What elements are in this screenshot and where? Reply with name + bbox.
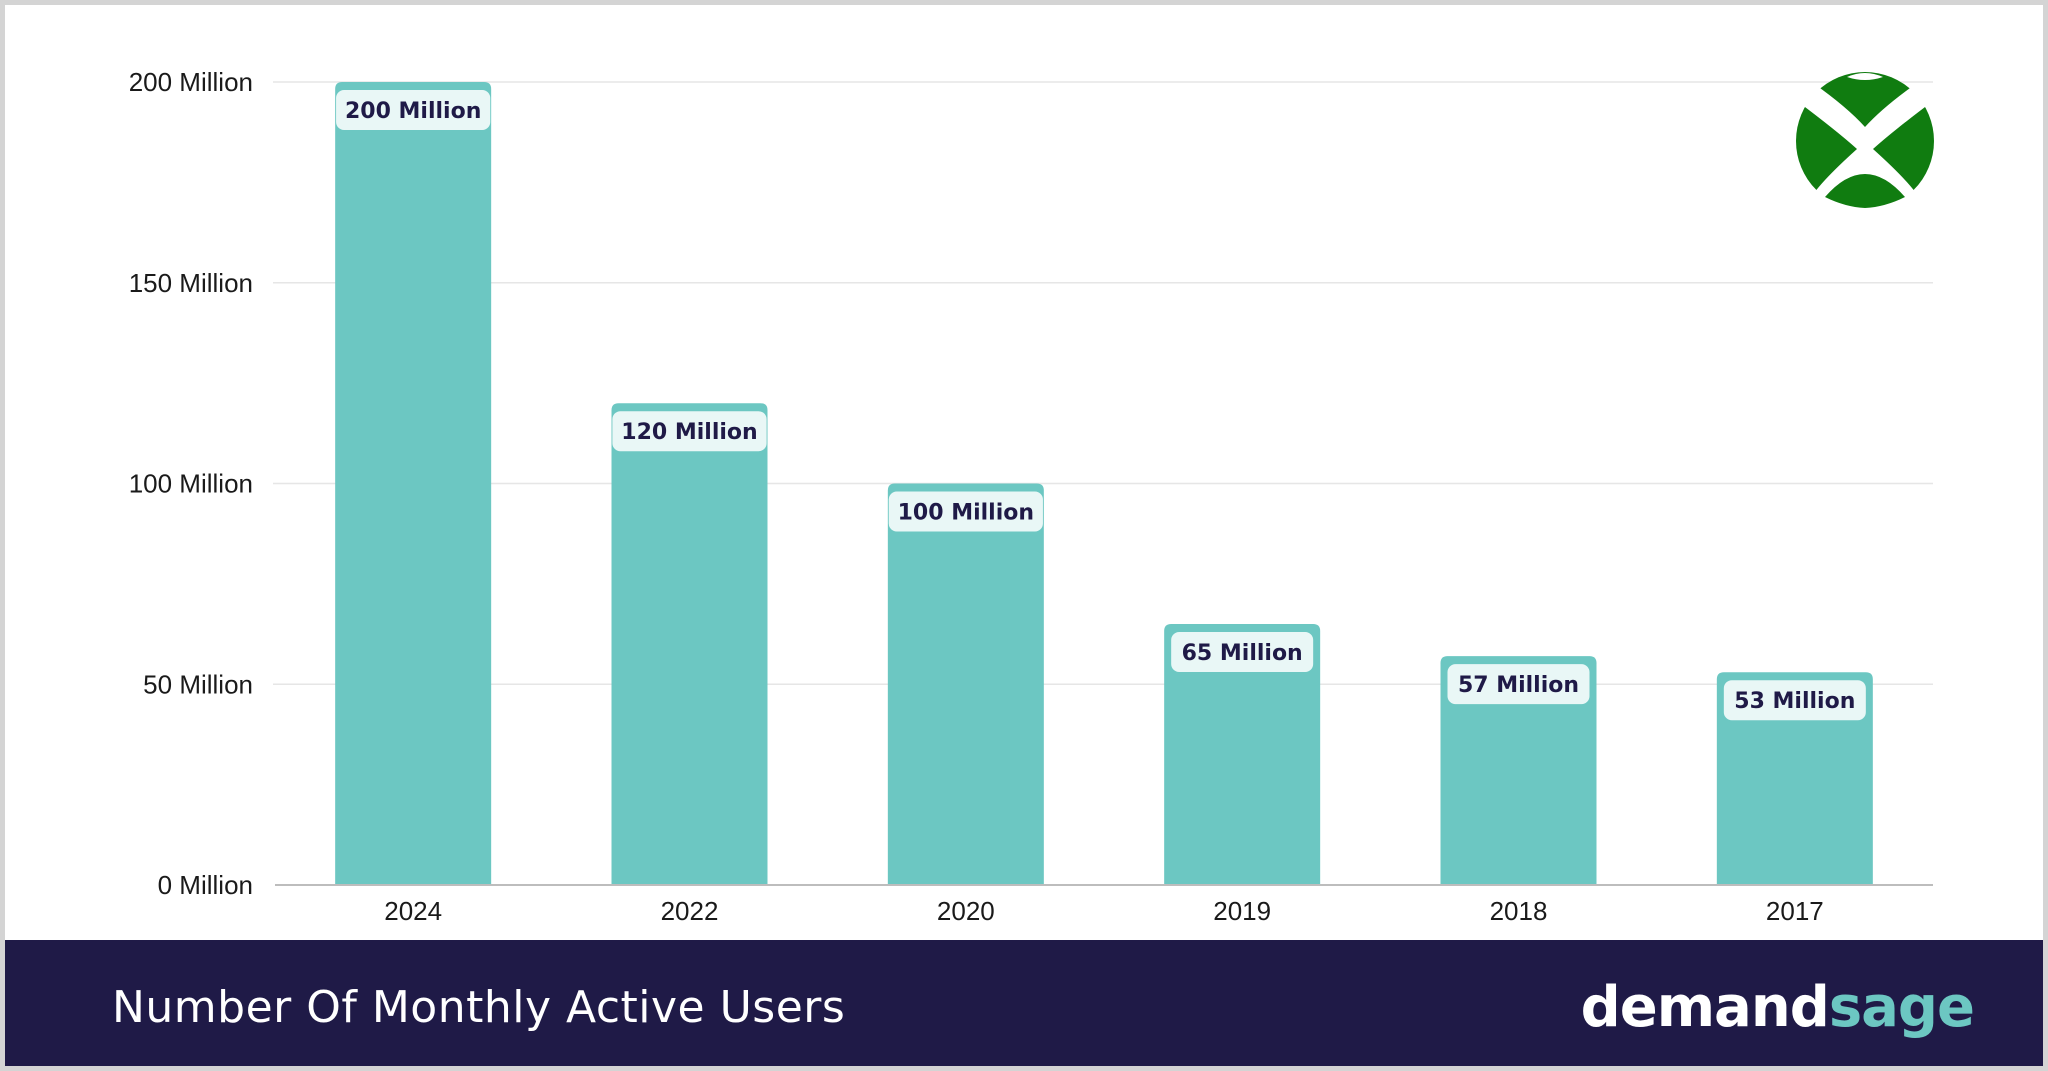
bar — [887, 483, 1044, 885]
x-tick-label: 2019 — [1213, 896, 1271, 926]
bar — [611, 403, 768, 885]
xbox-logo-icon — [1796, 72, 1934, 213]
data-label-background — [336, 90, 491, 130]
brand-text-demand: demand — [1580, 975, 1830, 1040]
y-tick-label: 200 Million — [129, 67, 253, 97]
data-label-background — [888, 491, 1043, 532]
bars — [335, 82, 1873, 885]
bar — [1440, 656, 1597, 885]
data-label: 53 Million — [1734, 689, 1855, 714]
data-labels: 200 Million 120 Million 100 Million 65 Mill… — [336, 90, 1866, 721]
axes: 0 Million 50 Million 100 Million 150 Millio… — [129, 67, 1933, 926]
chart-title: Number Of Monthly Active Users — [112, 982, 846, 1033]
data-label: 57 Million — [1458, 673, 1579, 698]
data-label-background — [1723, 680, 1866, 721]
grid-lines — [273, 81, 1933, 685]
x-tick-label: 2018 — [1490, 896, 1548, 926]
data-label: 200 Million — [345, 99, 481, 124]
bar — [1164, 624, 1321, 885]
data-label: 65 Million — [1182, 641, 1303, 666]
x-tick-label: 2024 — [384, 896, 442, 926]
data-label: 120 Million — [621, 420, 757, 445]
x-tick-label: 2020 — [937, 896, 995, 926]
y-tick-label: 150 Million — [129, 268, 253, 298]
data-label: 100 Million — [898, 501, 1034, 526]
data-label-background — [1171, 632, 1314, 673]
y-tick-label: 100 Million — [129, 469, 253, 499]
data-label-background — [612, 411, 767, 452]
bar — [335, 82, 492, 885]
bar — [1716, 672, 1873, 885]
x-tick-label: 2017 — [1766, 896, 1824, 926]
brand-text-sage: sage — [1828, 975, 1975, 1040]
chart: 200 Million 120 Million 100 Million 65 Mill… — [129, 67, 1934, 926]
footer-banner: Number Of Monthly Active Users demandsag… — [5, 940, 2043, 1066]
y-tick-label: 0 Million — [158, 870, 253, 900]
brand-logo: demandsage — [1580, 940, 1975, 1066]
data-label-background — [1447, 664, 1590, 705]
x-tick-label: 2022 — [661, 896, 719, 926]
y-tick-label: 50 Million — [143, 669, 253, 699]
